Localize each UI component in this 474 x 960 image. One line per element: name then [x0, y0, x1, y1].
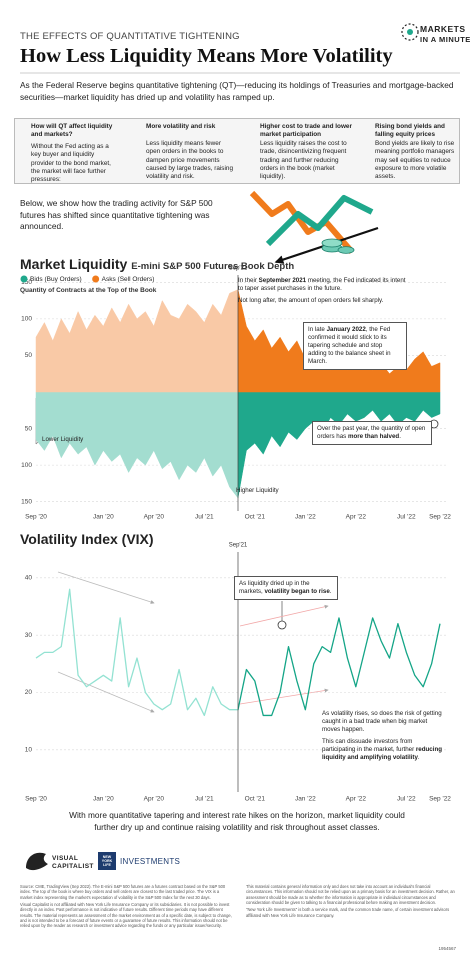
annotation: Not long after, the amount of open order…: [238, 297, 438, 305]
y-tick-label: 20: [25, 689, 33, 696]
y-tick-label: 150: [21, 279, 32, 286]
brand: VISUAL: [52, 855, 79, 862]
y-tick-label: 100: [21, 316, 32, 323]
lead: Below, we show how the trading activity …: [20, 198, 213, 232]
annotation-text: This can dissuade investors from partici…: [322, 738, 416, 754]
annotation-text: .: [417, 754, 420, 762]
y-tick-label: 40: [25, 575, 33, 582]
marker-label: Sep'21: [229, 543, 248, 549]
x-tick-label: Jan '20: [93, 514, 114, 521]
annotation: This can dissuade investors from partici…: [322, 738, 446, 762]
x-tick-label: Sep '22: [429, 514, 451, 521]
annotation-text: Over the past year, the quantity of open…: [317, 425, 426, 441]
annotation-text: As liquidity dried up in the markets,: [239, 580, 310, 596]
box-item-text: Less liquidity means fewer open orders i…: [146, 140, 234, 181]
box-item-text: Bond yields are likely to rise meaning p…: [375, 140, 455, 181]
box-text: Without the Fed acting as a key buyer an…: [31, 143, 111, 184]
annotation: As volatility rises, so does the risk of…: [322, 710, 444, 734]
annotation: In late January 2022, the Fed confirmed …: [303, 322, 407, 371]
note: Visual Capitalist is not affiliated with…: [20, 901, 232, 929]
annotation: Higher Liquidity: [236, 487, 316, 495]
annotation-text: As volatility rises, so does the risk of…: [322, 710, 442, 734]
kicker: THE EFFECTS OF QUANTITATIVE TIGHTENING: [20, 31, 240, 42]
annotation-text: .: [329, 588, 332, 596]
marker-label: Sep'21: [229, 266, 248, 272]
x-tick-label: Jan '22: [295, 514, 316, 521]
illustration: [249, 190, 379, 264]
conclusion: With more quantitative tapering and inte…: [69, 810, 405, 832]
notes-right: This material contains general informati…: [246, 884, 458, 920]
code: 1954567: [438, 946, 456, 951]
y-tick-label: 50: [25, 425, 33, 432]
annotation-text: Lower Liquidity: [42, 436, 84, 443]
legend-label: Bids (Buy Orders): [30, 276, 82, 283]
x-tick-label: Jul '21: [195, 514, 214, 521]
annotation-text: , the Fed confirmed it would stick to it…: [308, 326, 391, 366]
intro: As the Federal Reserve begins quantitati…: [20, 80, 454, 102]
annotation-text: January 2022: [326, 326, 366, 333]
annotation: Over the past year, the quantity of open…: [312, 421, 432, 446]
box-item-title: Higher cost to trade and lower market pa…: [260, 123, 352, 139]
annotation: In their September 2021 meeting, the Fed…: [238, 277, 408, 293]
partner: NEW YORK LIFE: [101, 855, 113, 867]
y-tick-label: 30: [25, 632, 33, 639]
x-tick-label: Jul '22: [397, 514, 416, 521]
y-tick-label: 10: [25, 747, 33, 754]
chart-title-text: Market Liquidity: [20, 256, 128, 272]
x-tick-label: Jul '21: [195, 796, 214, 803]
annotation-text: September 2021: [258, 277, 307, 284]
annotation-text: meeting, the Fed indicated its intent to…: [238, 277, 406, 293]
annotation-text: more than halved: [347, 433, 400, 441]
legend-label: Asks (Sell Orders): [102, 276, 155, 283]
x-tick-label: Sep '22: [429, 796, 451, 803]
logo-mark: [401, 23, 419, 41]
x-tick-label: Oct '21: [245, 796, 266, 803]
footer-logos: [26, 852, 116, 871]
legend-swatch: [92, 275, 100, 283]
box-item-text: Less liquidity raises the cost to trade,…: [260, 140, 347, 181]
x-tick-label: Oct '21: [245, 514, 266, 521]
x-tick-label: Sep '20: [25, 514, 47, 521]
note: Source: CME, TradingView (Sep 2022). The…: [20, 884, 226, 900]
box-title: How will QT affect liquidity and markets…: [31, 123, 113, 139]
annotation-text: Higher Liquidity: [236, 487, 279, 494]
annotation-text: In their: [238, 277, 259, 284]
x-tick-label: Sep '20: [25, 796, 47, 803]
x-tick-label: Jan '22: [295, 796, 316, 803]
partner: INVESTMENTS: [120, 857, 181, 866]
logo-text: IN A MINUTE: [420, 35, 471, 44]
logo-text: MARKETS: [420, 24, 466, 34]
chart-subtitle: E-mini S&P 500 Futures Book Depth: [131, 261, 295, 272]
info-box: [14, 118, 460, 184]
page-title: How Less Liquidity Means More Volatility: [20, 45, 393, 67]
annotation-text: In late: [308, 326, 327, 333]
x-tick-label: Apr '22: [346, 796, 367, 803]
y-tick-label: 50: [25, 352, 33, 359]
annotation: As liquidity dried up in the markets, vo…: [234, 576, 338, 601]
note: "New York Life Investments" is both a se…: [246, 907, 450, 918]
brand: CAPITALIST: [52, 863, 94, 870]
x-tick-label: Jan '20: [93, 796, 114, 803]
annotation-text: Not long after, the amount of open order…: [238, 297, 384, 304]
y-tick-label: 100: [21, 462, 32, 469]
annotation-text: .: [399, 433, 401, 441]
y-tick-label: 150: [21, 498, 32, 505]
box-item-title: More volatility and risk: [146, 123, 216, 130]
x-tick-label: Apr '22: [346, 514, 367, 521]
annotation-text: reducing liquidity and amplifying volati…: [322, 746, 443, 762]
chart-title: Volatility Index (VIX): [20, 531, 154, 547]
box-item-title: Rising bond yields and falling equity pr…: [375, 123, 445, 139]
x-tick-label: Jul '22: [397, 796, 416, 803]
legend-swatch: [20, 275, 28, 283]
note: This material contains general informati…: [246, 884, 455, 905]
notes-left: Source: CME, TradingView (Sep 2022). The…: [20, 884, 232, 931]
x-tick-label: Apr '20: [144, 514, 165, 521]
annotation-text: volatility began to rise: [264, 588, 330, 596]
x-tick-label: Apr '20: [144, 796, 165, 803]
y-axis-label: Quantity of Contracts at the Top of the …: [20, 287, 157, 294]
annotation: Lower Liquidity: [42, 436, 122, 444]
chart-title: Market Liquidity E-mini S&P 500 Futures …: [20, 256, 294, 272]
